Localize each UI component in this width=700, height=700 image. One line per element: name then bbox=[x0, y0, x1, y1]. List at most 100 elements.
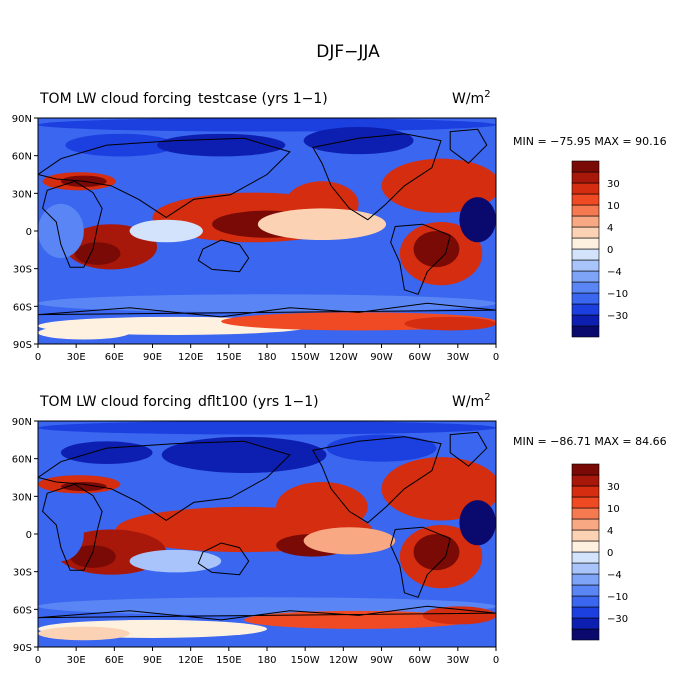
x-tick-label: 180 bbox=[257, 655, 276, 666]
colorbar-label: 10 bbox=[607, 504, 620, 515]
x-tick-label: 30W bbox=[447, 655, 470, 666]
x-tick-label: 150W bbox=[291, 352, 320, 363]
y-tick-label: 60N bbox=[12, 455, 32, 466]
colorbar-swatch bbox=[571, 160, 600, 173]
y-tick-label: 0 bbox=[26, 227, 32, 238]
colorbar-swatch bbox=[571, 303, 600, 316]
x-tick-label: 90W bbox=[370, 352, 393, 363]
coastlines bbox=[38, 431, 496, 621]
colorbar-swatch bbox=[571, 606, 600, 619]
x-tick-label: 60W bbox=[408, 655, 431, 666]
colorbar-swatch bbox=[571, 628, 600, 641]
field-layer bbox=[38, 421, 496, 647]
x-tick-label: 60W bbox=[408, 352, 431, 363]
colorbar-swatch bbox=[571, 182, 600, 195]
field-anomaly-region bbox=[38, 626, 130, 641]
field-anomaly-region bbox=[303, 527, 396, 555]
coastline bbox=[390, 223, 451, 295]
field-anomaly-region bbox=[38, 597, 496, 616]
panel-minmax: MIN = −86.71 MAX = 84.66 bbox=[513, 435, 667, 448]
field-anomaly-region bbox=[38, 421, 496, 435]
colorbar-swatch bbox=[571, 193, 600, 206]
field-anomaly-region bbox=[326, 434, 437, 462]
colorbar-swatch bbox=[571, 562, 600, 575]
coastline bbox=[197, 239, 250, 273]
field-layer bbox=[38, 118, 496, 344]
y-tick-label: 30S bbox=[13, 568, 32, 579]
colorbar-swatch bbox=[571, 248, 600, 261]
colorbar-label: 0 bbox=[607, 548, 613, 559]
x-tick-label: 150W bbox=[291, 655, 320, 666]
colorbar-label: 30 bbox=[607, 482, 620, 493]
coastline bbox=[449, 431, 488, 467]
field-anomaly-region bbox=[65, 133, 176, 157]
field-anomaly-region bbox=[157, 133, 286, 157]
field-anomaly-region bbox=[129, 549, 222, 573]
colorbar-label: −4 bbox=[607, 570, 622, 581]
y-tick-label: 30S bbox=[13, 265, 32, 276]
x-tick-label: 90W bbox=[370, 655, 393, 666]
y-tick-label: 0 bbox=[26, 530, 32, 541]
y-tick-label: 30N bbox=[12, 492, 32, 503]
x-tick-label: 0 bbox=[35, 655, 41, 666]
colorbar: −30 −10 −4 0 4 10 30 bbox=[571, 160, 628, 338]
y-tick-label: 90N bbox=[12, 417, 32, 428]
field-anomaly-region bbox=[60, 441, 153, 464]
x-tick-label: 120E bbox=[178, 352, 203, 363]
figure-title: DJF−JJA bbox=[316, 42, 380, 62]
field-anomaly-region bbox=[413, 231, 460, 268]
field-anomaly-region bbox=[74, 242, 121, 265]
colorbar-swatch bbox=[571, 485, 600, 498]
colorbar-swatch bbox=[571, 226, 600, 239]
x-tick-label: 180 bbox=[257, 352, 276, 363]
colorbar-swatch bbox=[571, 204, 600, 217]
colorbar-swatch bbox=[571, 259, 600, 272]
field-anomaly-region bbox=[381, 158, 496, 213]
field-anomaly-region bbox=[404, 316, 496, 331]
coastline bbox=[38, 605, 496, 621]
field-anomaly-region bbox=[38, 506, 84, 562]
colorbar-label: −10 bbox=[607, 289, 628, 300]
x-tick-label: 0 bbox=[35, 352, 41, 363]
colorbar-swatch bbox=[571, 237, 600, 250]
panel-title-case: dflt100 (yrs 1−1) bbox=[198, 394, 319, 410]
colorbar-label: 4 bbox=[607, 223, 613, 234]
panel-title-case: testcase (yrs 1−1) bbox=[198, 91, 328, 107]
field-anomaly-region bbox=[257, 208, 387, 241]
y-tick-label: 60N bbox=[12, 152, 32, 163]
y-tick-label: 90S bbox=[13, 643, 32, 654]
field-anomaly-region bbox=[60, 482, 107, 492]
units-superscript: 2 bbox=[484, 89, 490, 100]
colorbar-swatch bbox=[571, 215, 600, 228]
coastline bbox=[42, 483, 103, 571]
field-anomaly-region bbox=[303, 127, 414, 155]
coastline bbox=[449, 128, 488, 164]
colorbar-swatch bbox=[571, 573, 600, 586]
y-tick-label: 30N bbox=[12, 189, 32, 200]
colorbar-swatch bbox=[571, 551, 600, 564]
x-tick-label: 150E bbox=[216, 352, 241, 363]
field-anomaly-region bbox=[129, 219, 203, 243]
x-tick-label: 0 bbox=[493, 655, 499, 666]
colorbar-swatch bbox=[571, 270, 600, 283]
map-panel-dflt100: TOM LW cloud forcing dflt100 (yrs 1−1) W… bbox=[12, 392, 667, 666]
field-anomaly-region bbox=[459, 500, 496, 546]
colorbar-label: 10 bbox=[607, 201, 620, 212]
colorbar-swatch bbox=[571, 518, 600, 531]
colorbar-swatch bbox=[571, 595, 600, 608]
panel-title-left: TOM LW cloud forcing bbox=[39, 91, 192, 107]
colorbar-swatch bbox=[571, 474, 600, 487]
colorbar-label: −4 bbox=[607, 267, 622, 278]
units-superscript: 2 bbox=[484, 392, 490, 403]
coastline bbox=[312, 436, 442, 524]
field-anomaly-region bbox=[413, 534, 460, 571]
field-anomaly-region bbox=[38, 294, 496, 313]
x-tick-label: 60E bbox=[105, 655, 124, 666]
x-tick-label: 120W bbox=[329, 352, 358, 363]
colorbar-label: 4 bbox=[607, 526, 613, 537]
coastline bbox=[38, 440, 291, 521]
x-tick-label: 0 bbox=[493, 352, 499, 363]
coastlines bbox=[38, 128, 496, 318]
y-tick-label: 90S bbox=[13, 340, 32, 351]
panel-title-left: TOM LW cloud forcing bbox=[39, 394, 192, 410]
